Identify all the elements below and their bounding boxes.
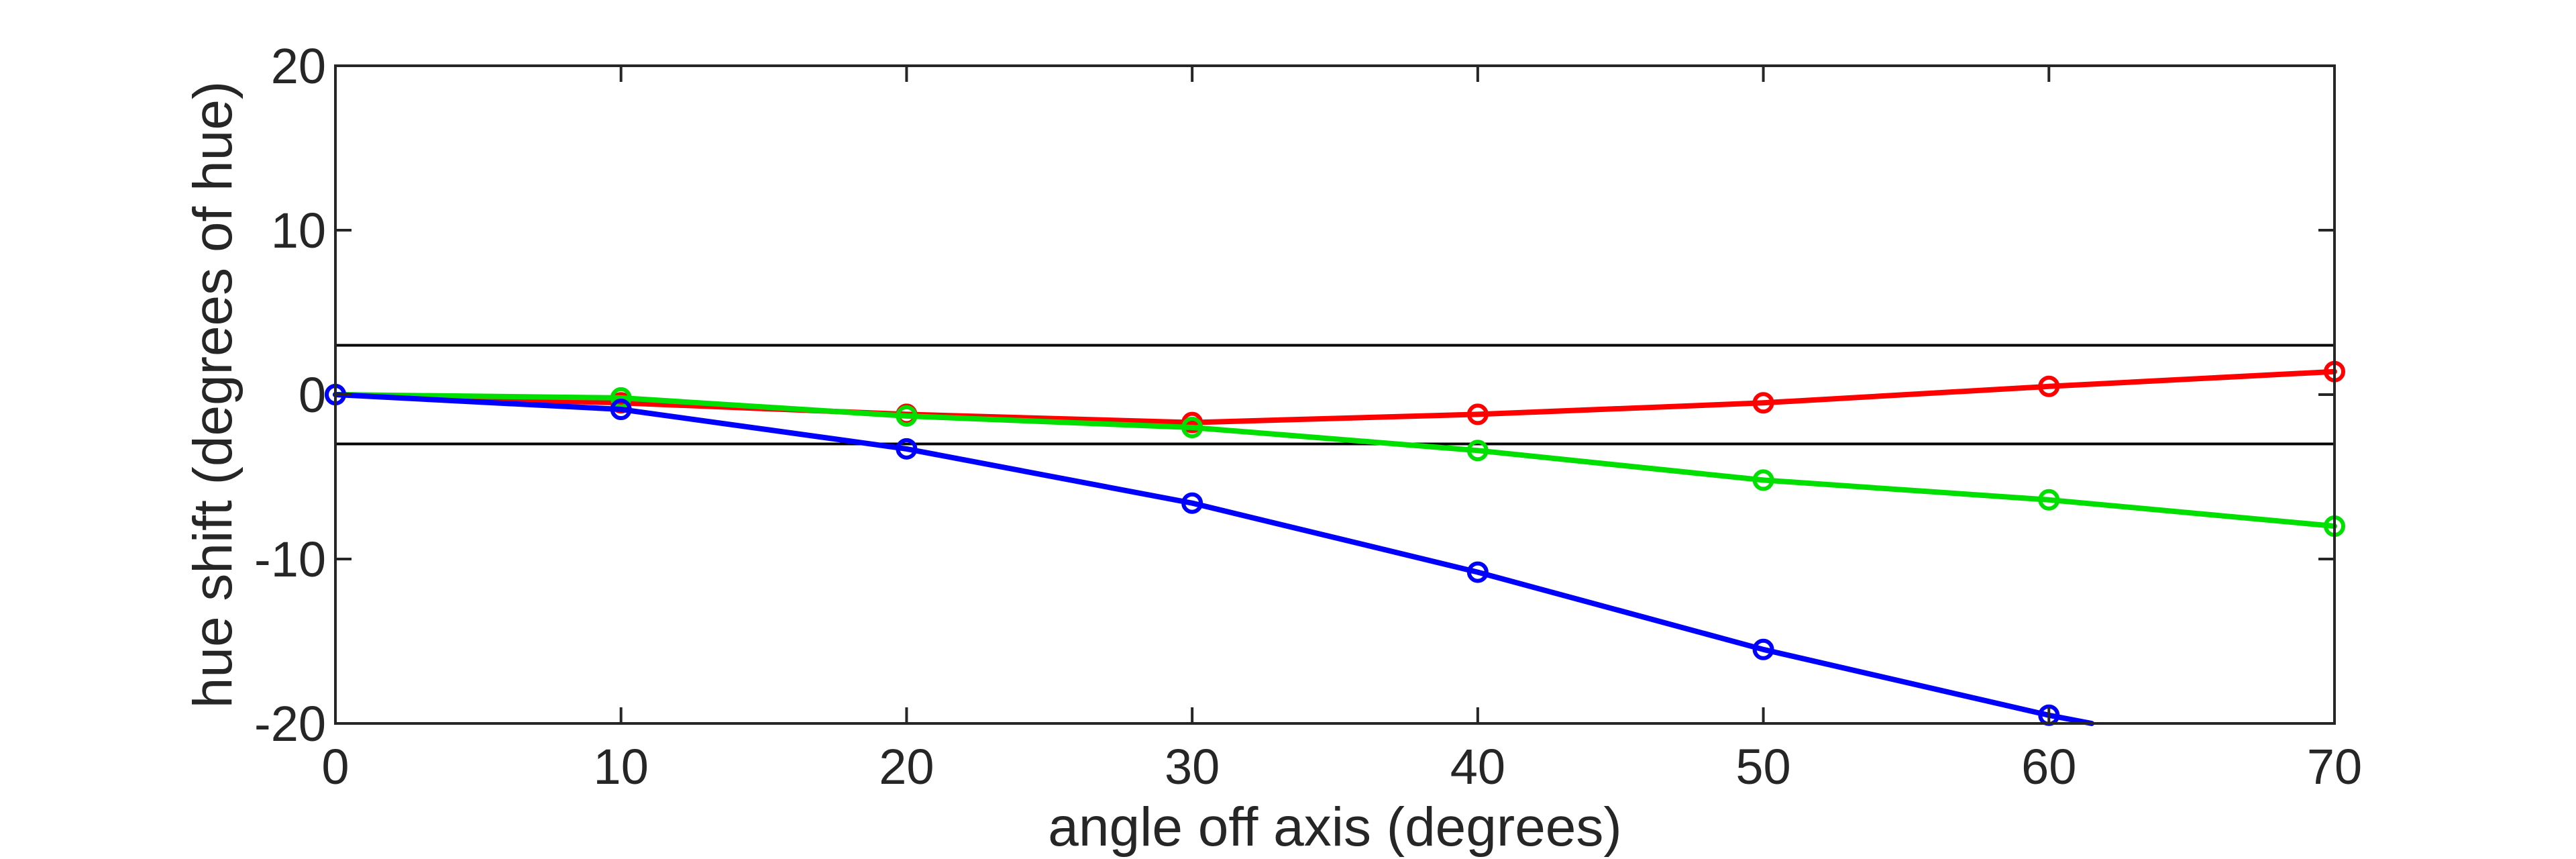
x-tick-label: 60 [2021, 739, 2076, 795]
series-2-point [896, 405, 918, 427]
series-2-line [333, 392, 2337, 529]
series-2-point [610, 387, 632, 409]
axes-frame [334, 64, 2336, 725]
x-axis: 0 10 20 30 40 50 60 70 [321, 66, 2362, 795]
y-tick-label: 0 [299, 367, 326, 423]
x-tick-label: 70 [2307, 739, 2362, 795]
y-axis: 20 10 0 -10 -20 [254, 38, 2334, 752]
x-tick-label: 20 [879, 739, 934, 795]
y-tick-label: 20 [271, 38, 326, 94]
x-tick-label: 30 [1165, 739, 1220, 795]
series-3-point [1181, 492, 1203, 514]
x-tick-label: 10 [594, 739, 649, 795]
x-tick-label: 50 [1735, 739, 1790, 795]
y-tick-label: -10 [254, 532, 326, 587]
x-tick-label: 40 [1450, 739, 1505, 795]
x-tick-label: 0 [321, 739, 349, 795]
y-axis-label: hue shift (degrees of hue) [182, 81, 244, 708]
y-tick-label: -20 [254, 696, 326, 752]
series-2-point [2038, 489, 2060, 511]
series-3-point [1752, 638, 1774, 660]
series-1-point [2038, 375, 2060, 397]
series-2-point [1752, 469, 1774, 491]
series-3-point [1466, 561, 1489, 583]
series-3-line [333, 392, 2095, 726]
x-axis-label: angle off axis (degrees) [1048, 797, 1621, 858]
y-tick-label: 10 [271, 203, 326, 258]
series-3-point [896, 438, 918, 460]
series-1-line [333, 368, 2337, 425]
series-1-point [1752, 392, 1774, 414]
plot-area [325, 344, 2345, 726]
series-2-point [1466, 440, 1489, 462]
series-2-point [1181, 417, 1203, 438]
series-3-point [610, 399, 632, 421]
series-1-point [1466, 403, 1489, 425]
